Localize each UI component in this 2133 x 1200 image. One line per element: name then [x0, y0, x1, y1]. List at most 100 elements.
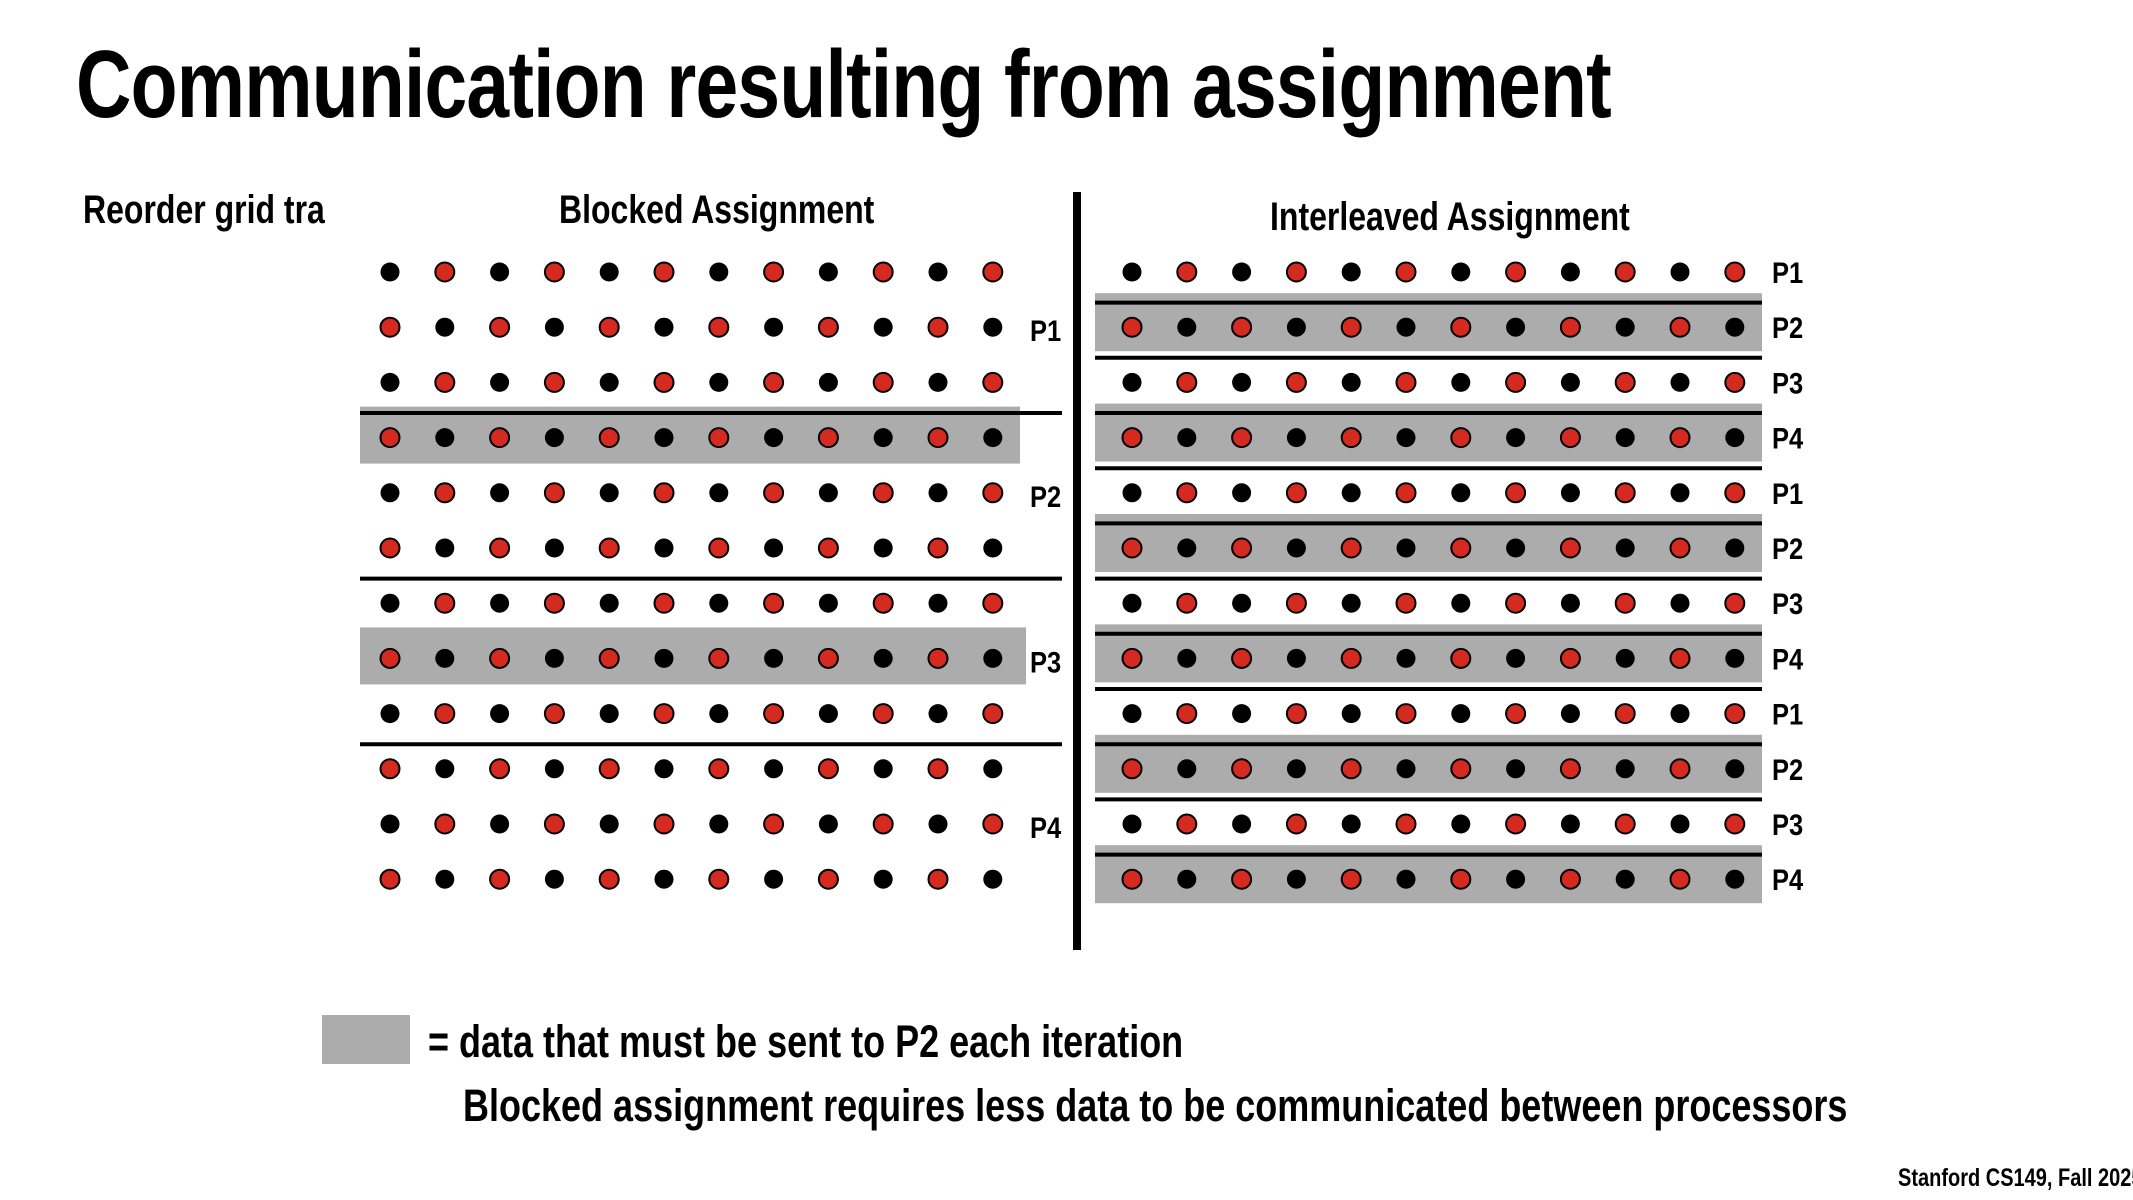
interleaved-red-dot: [1395, 371, 1417, 393]
blocked-red-dot: [927, 316, 949, 338]
blocked-red-dot: [927, 758, 949, 780]
blocked-black-dot: [544, 759, 564, 779]
interleaved-red-dot: [1176, 261, 1198, 283]
interleaved-red-dot: [1614, 592, 1636, 614]
blocked-black-dot: [764, 869, 784, 889]
interleaved-black-dot: [1396, 869, 1416, 889]
interleaved-black-dot: [1122, 814, 1142, 834]
interleaved-black-dot: [1560, 483, 1580, 503]
interleaved-black-dot: [1177, 648, 1197, 668]
interleaved-black-dot: [1341, 262, 1361, 282]
blocked-black-dot: [544, 538, 564, 558]
blocked-black-dot: [435, 428, 455, 448]
blocked-assignment-heading: Blocked Assignment: [559, 188, 875, 232]
blocked-black-dot: [380, 262, 400, 282]
interleaved-assignment-heading: Interleaved Assignment: [1270, 195, 1630, 239]
interleaved-black-dot: [1451, 262, 1471, 282]
blocked-black-dot: [654, 538, 674, 558]
blocked-red-dot: [817, 647, 839, 669]
interleaved-processor-label: P2: [1772, 753, 1803, 786]
blocked-red-dot: [489, 758, 511, 780]
interleaved-black-dot: [1232, 372, 1252, 392]
interleaved-black-dot: [1286, 317, 1306, 337]
blocked-black-dot: [490, 483, 510, 503]
interleaved-processor-label: P1: [1772, 256, 1803, 289]
interleaved-red-dot: [1450, 427, 1472, 449]
interleaved-red-dot: [1724, 482, 1746, 504]
blocked-red-dot: [434, 592, 456, 614]
interleaved-processor-label: P2: [1772, 311, 1803, 344]
interleaved-red-dot: [1121, 868, 1143, 890]
blocked-black-dot: [435, 759, 455, 779]
interleaved-red-dot: [1285, 482, 1307, 504]
blocked-red-dot: [708, 868, 730, 890]
interleaved-black-dot: [1506, 428, 1526, 448]
blocked-highlight-row: [360, 406, 1020, 464]
blocked-black-dot: [764, 759, 784, 779]
blocked-red-dot: [653, 371, 675, 393]
interleaved-black-dot: [1341, 704, 1361, 724]
interleaved-black-dot: [1615, 648, 1635, 668]
blocked-black-dot: [764, 538, 784, 558]
interleaved-red-dot: [1121, 316, 1143, 338]
interleaved-red-dot: [1340, 537, 1362, 559]
interleaved-red-dot: [1285, 371, 1307, 393]
interleaved-processor-label: P4: [1772, 642, 1804, 675]
blocked-black-dot: [709, 593, 729, 613]
interleaved-black-dot: [1232, 483, 1252, 503]
blocked-black-dot: [599, 372, 619, 392]
interleaved-red-dot: [1121, 758, 1143, 780]
interleaved-black-dot: [1670, 262, 1690, 282]
blocked-red-dot: [982, 592, 1004, 614]
interleaved-red-dot: [1559, 427, 1581, 449]
interleaved-red-dot: [1340, 316, 1362, 338]
interleaved-red-dot: [1669, 647, 1691, 669]
blocked-red-dot: [653, 703, 675, 725]
blocked-black-dot: [599, 593, 619, 613]
interleaved-red-dot: [1559, 758, 1581, 780]
blocked-red-dot: [543, 371, 565, 393]
interleaved-red-dot: [1231, 427, 1253, 449]
blocked-black-dot: [490, 262, 510, 282]
interleaved-red-dot: [1450, 647, 1472, 669]
blocked-black-dot: [544, 428, 564, 448]
blocked-red-dot: [489, 868, 511, 890]
blocked-red-dot: [434, 482, 456, 504]
interleaved-red-dot: [1669, 537, 1691, 559]
blocked-red-dot: [872, 482, 894, 504]
interleaved-black-dot: [1506, 869, 1526, 889]
interleaved-black-dot: [1341, 372, 1361, 392]
blocked-red-dot: [927, 537, 949, 559]
interleaved-red-dot: [1559, 537, 1581, 559]
interleaved-red-dot: [1450, 868, 1472, 890]
interleaved-black-dot: [1560, 593, 1580, 613]
blocked-black-dot: [764, 317, 784, 337]
interleaved-black-dot: [1670, 372, 1690, 392]
interleaved-processor-label: P2: [1772, 532, 1803, 565]
interleaved-black-dot: [1670, 593, 1690, 613]
blocked-red-dot: [927, 427, 949, 449]
blocked-red-dot: [763, 371, 785, 393]
footer-credit: Stanford CS149, Fall 2025: [1898, 1164, 2133, 1192]
interleaved-red-dot: [1395, 813, 1417, 835]
blocked-black-dot: [599, 262, 619, 282]
interleaved-black-dot: [1286, 869, 1306, 889]
interleaved-processor-label: P3: [1772, 366, 1803, 399]
blocked-black-dot: [764, 428, 784, 448]
blocked-black-dot: [544, 869, 564, 889]
blocked-black-dot: [380, 704, 400, 724]
blocked-red-dot: [543, 703, 565, 725]
interleaved-red-dot: [1559, 868, 1581, 890]
blocked-red-dot: [543, 261, 565, 283]
interleaved-black-dot: [1232, 262, 1252, 282]
blocked-red-dot: [379, 868, 401, 890]
interleaved-red-dot: [1450, 537, 1472, 559]
interleaved-red-dot: [1285, 592, 1307, 614]
blocked-black-dot: [490, 593, 510, 613]
blocked-red-dot: [817, 427, 839, 449]
interleaved-black-dot: [1177, 869, 1197, 889]
interleaved-red-dot: [1121, 647, 1143, 669]
interleaved-red-dot: [1505, 371, 1527, 393]
interleaved-black-dot: [1396, 428, 1416, 448]
interleaved-red-dot: [1724, 592, 1746, 614]
